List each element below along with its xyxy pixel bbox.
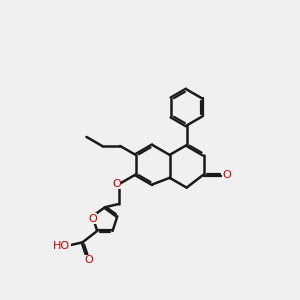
Text: O: O — [88, 214, 97, 224]
Text: O: O — [85, 255, 93, 266]
Text: HO: HO — [53, 241, 70, 250]
Text: O: O — [112, 179, 121, 189]
Text: O: O — [223, 169, 232, 179]
